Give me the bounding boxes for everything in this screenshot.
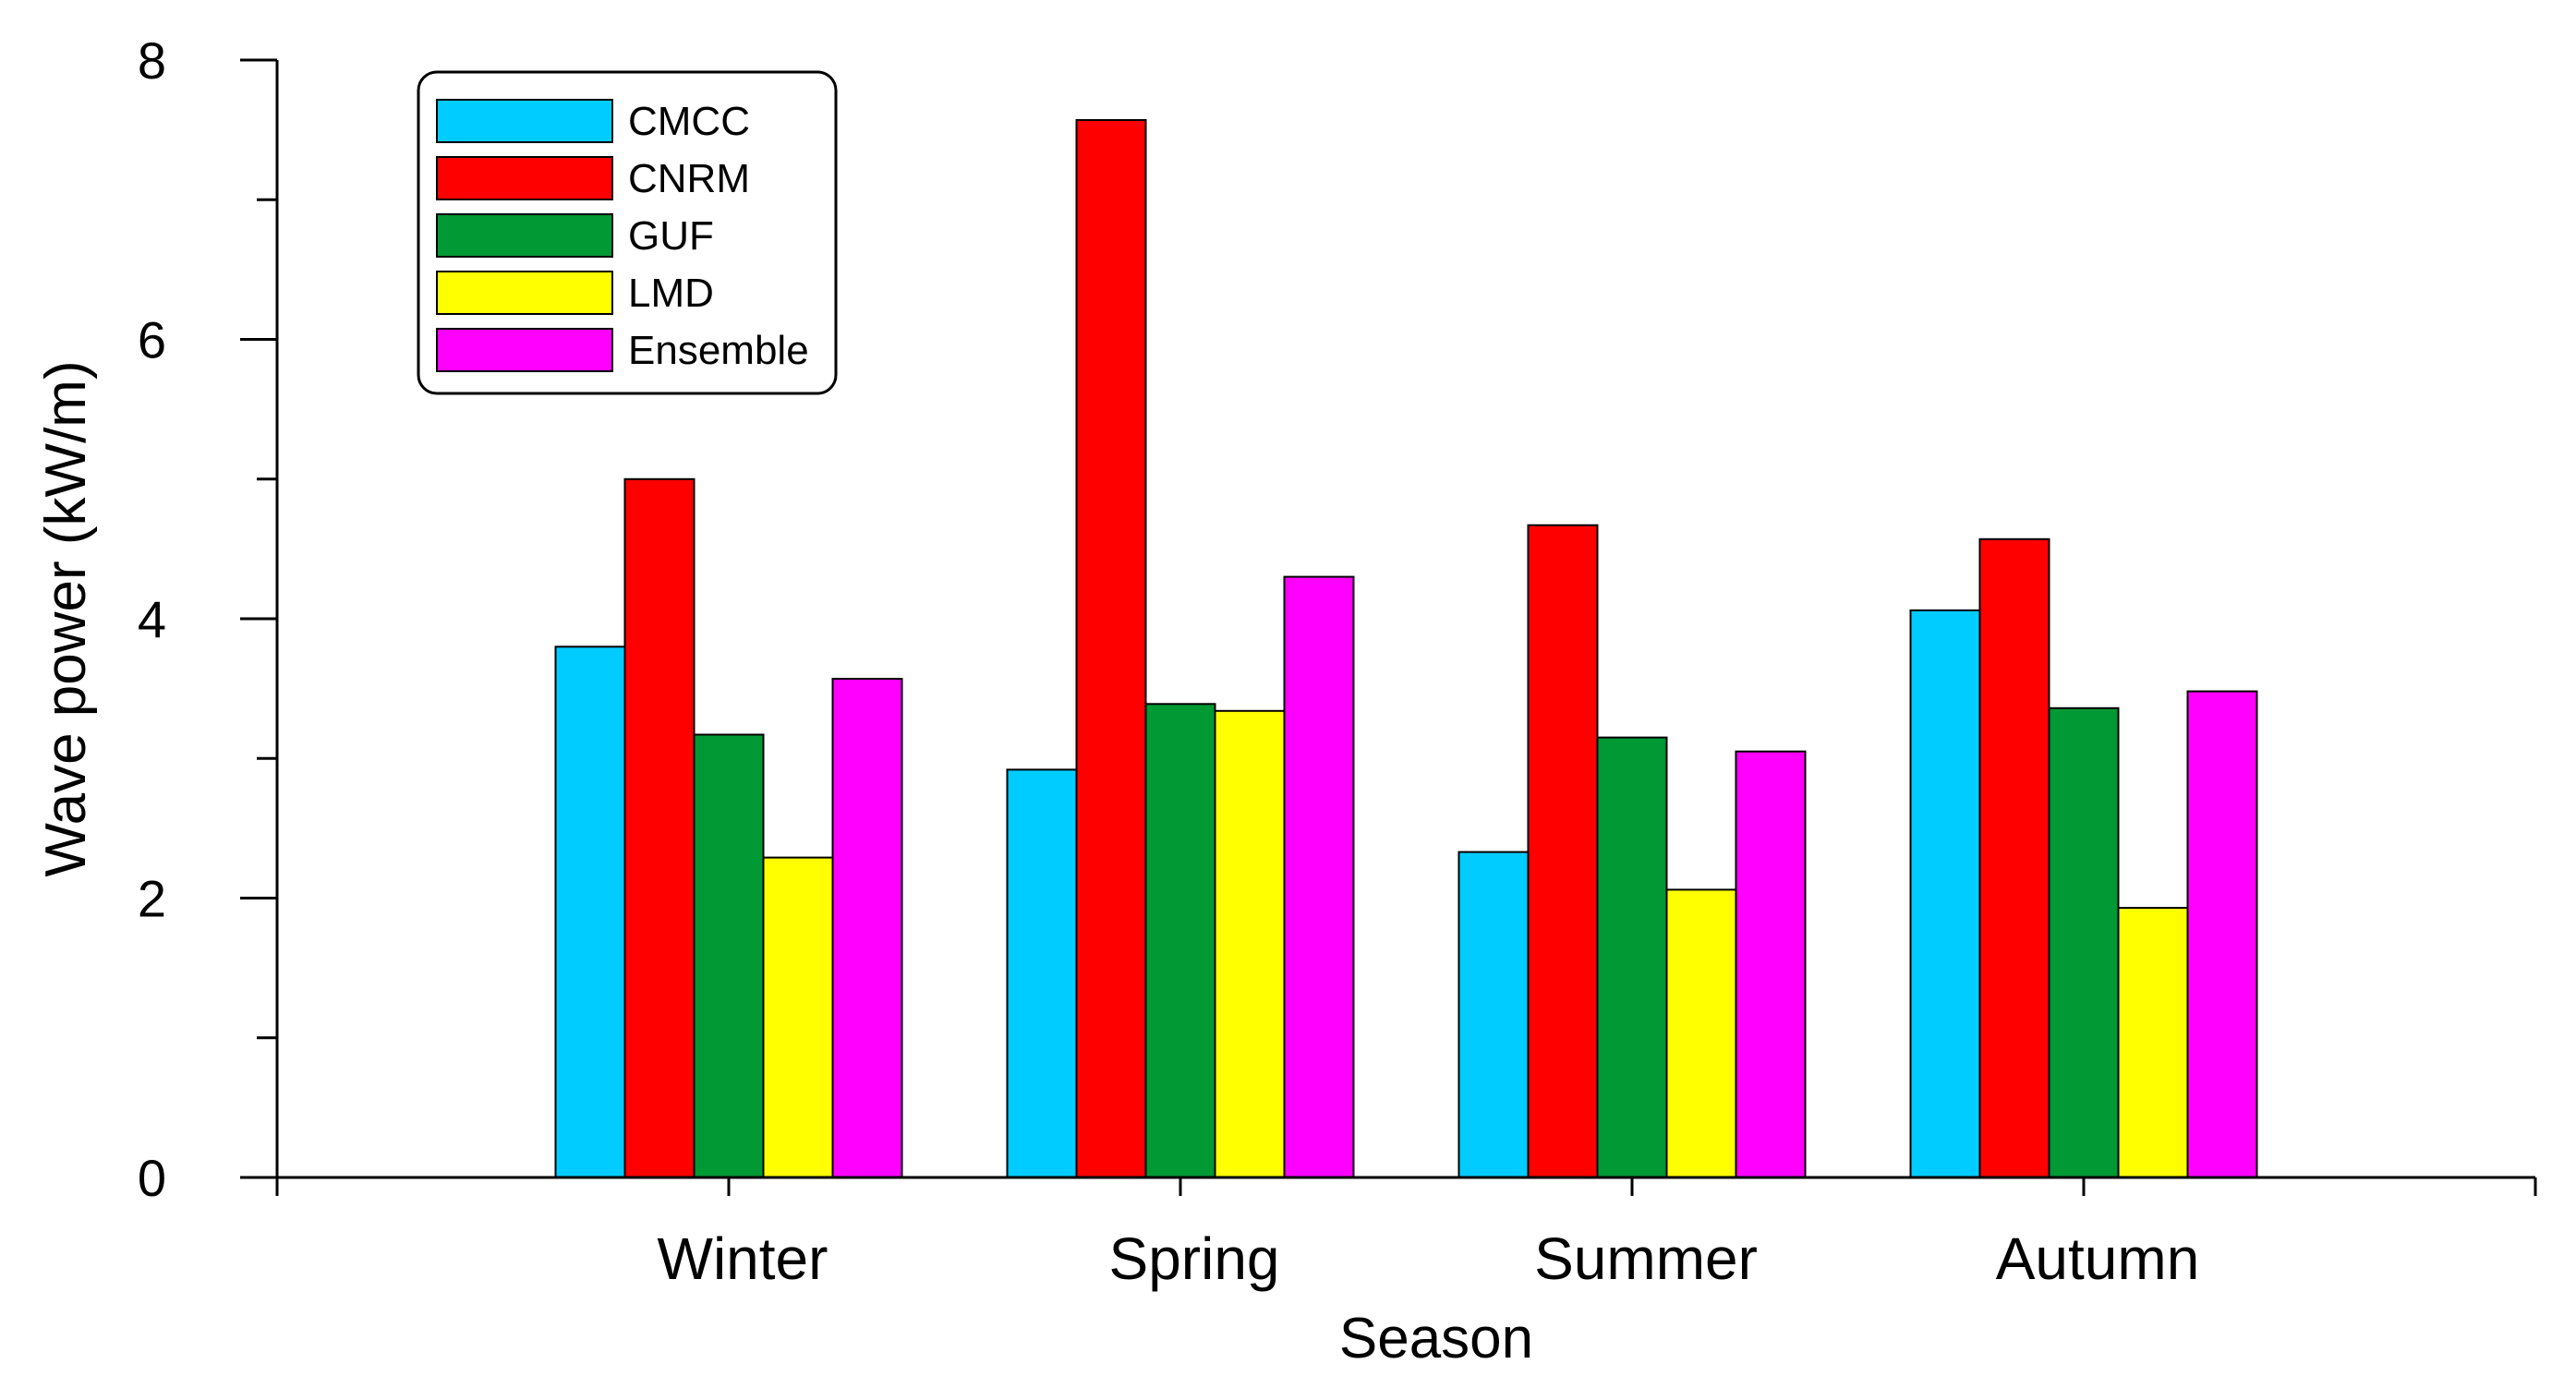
legend-label-lmd: LMD [628, 271, 714, 316]
bar-cnrm-spring [1075, 119, 1147, 1178]
x-tick-label-autumn: Autumn [1996, 1225, 2200, 1292]
legend-swatch-guf [436, 213, 613, 258]
x-ticks-group: Winter Spring Summer Autumn [275, 1177, 2537, 1292]
y-tick-label: 4 [138, 590, 166, 648]
legend: CMCC CNRM GUF LMD Ensemble [417, 70, 838, 395]
legend-swatch-lmd [436, 271, 613, 315]
legend-label-cnrm: CNRM [628, 156, 750, 201]
x-tick-label-winter: Winter [658, 1225, 828, 1292]
bar-guf-winter [693, 733, 765, 1178]
bar-ensemble-spring [1283, 575, 1355, 1178]
x-axis-title: Season [1339, 1307, 1533, 1370]
bar-cmcc-summer [1457, 851, 1530, 1178]
bar-guf-spring [1144, 703, 1216, 1178]
y-tick-label: 6 [138, 311, 166, 369]
bar-cmcc-spring [1006, 768, 1078, 1179]
legend-swatch-ensemble [436, 328, 613, 372]
y-tick-label: 8 [138, 31, 166, 90]
y-axis-title: Wave power (kW/m) [34, 360, 98, 876]
bar-lmd-winter [762, 856, 834, 1178]
bar-lmd-autumn [2117, 907, 2189, 1178]
legend-label-guf: GUF [628, 213, 714, 259]
x-tick-label-spring: Spring [1109, 1225, 1280, 1292]
legend-label-ensemble: Ensemble [628, 328, 809, 373]
bar-guf-summer [1596, 736, 1668, 1178]
y-ticks-group: 0 2 4 6 8 [138, 31, 277, 1207]
bars-group [554, 119, 2258, 1179]
x-tick-label-summer: Summer [1534, 1225, 1758, 1292]
legend-swatch-cnrm [436, 156, 613, 200]
y-tick-label: 0 [138, 1149, 166, 1207]
bar-ensemble-autumn [2186, 690, 2258, 1178]
bar-cmcc-autumn [1909, 609, 1981, 1178]
bar-cmcc-winter [554, 646, 626, 1179]
bar-cnrm-summer [1527, 524, 1599, 1178]
bar-lmd-summer [1665, 888, 1737, 1179]
legend-swatch-cmcc [436, 99, 613, 143]
bar-ensemble-winter [831, 678, 903, 1178]
bar-cnrm-autumn [1978, 537, 2050, 1178]
legend-label-cmcc: CMCC [628, 99, 750, 144]
bar-guf-autumn [2048, 706, 2120, 1178]
bar-cnrm-winter [623, 477, 695, 1179]
bar-ensemble-summer [1735, 750, 1807, 1178]
y-tick-label: 2 [138, 870, 166, 928]
bar-lmd-spring [1214, 709, 1286, 1178]
